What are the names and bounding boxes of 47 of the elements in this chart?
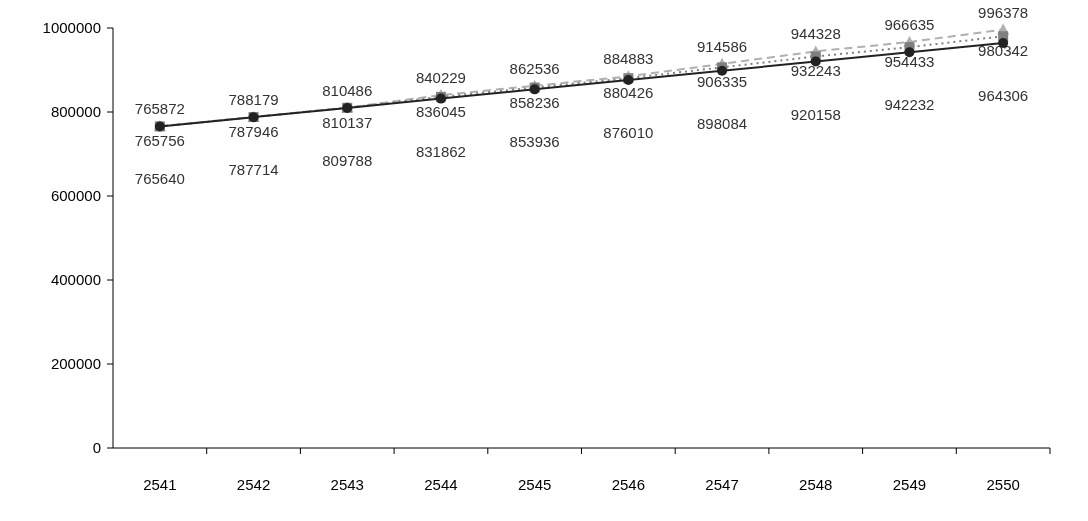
data-label: 862536 <box>509 59 560 77</box>
x-tick-label: 2545 <box>517 476 552 493</box>
x-tick-label: 2543 <box>330 476 364 493</box>
point <box>810 56 821 67</box>
data-label: 932243 <box>790 62 841 80</box>
data-label: 810486 <box>322 81 373 99</box>
y-tick-label: 800000 <box>50 103 101 121</box>
data-label: 980342 <box>978 42 1029 60</box>
data-label: 876010 <box>603 124 654 142</box>
data-label: 914586 <box>697 37 748 55</box>
data-label: 966635 <box>884 16 935 34</box>
data-label: 880426 <box>603 84 654 102</box>
x-tick-label: 2541 <box>143 476 177 493</box>
y-tick-label: 600000 <box>50 187 101 205</box>
data-label: 787714 <box>228 161 279 179</box>
data-label: 853936 <box>509 133 560 151</box>
data-label: 765756 <box>134 132 185 150</box>
x-tick-label: 2544 <box>424 476 458 493</box>
y-tick-label: 1000000 <box>42 19 101 37</box>
data-label: 944328 <box>790 25 841 43</box>
data-label: 858236 <box>509 93 560 111</box>
data-label: 765640 <box>134 170 185 188</box>
data-label: 906335 <box>697 73 748 91</box>
y-tick-label: 0 <box>92 439 101 457</box>
point <box>904 47 915 58</box>
data-label: 787946 <box>228 123 279 141</box>
y-tick-label: 400000 <box>50 271 101 289</box>
y-tick-label: 200000 <box>50 355 101 373</box>
data-label: 788179 <box>228 90 279 108</box>
data-label: 954433 <box>884 53 935 71</box>
x-tick-label: 2548 <box>799 476 833 493</box>
data-label: 942232 <box>884 96 935 114</box>
data-label: 831862 <box>415 142 466 160</box>
data-label: 765872 <box>134 100 185 118</box>
data-label: 964306 <box>978 86 1029 104</box>
data-label: 836045 <box>415 102 466 120</box>
x-tick-label: 2549 <box>892 476 927 493</box>
data-label: 898084 <box>697 114 748 132</box>
data-label: 809788 <box>322 151 373 169</box>
x-tick-label: 2542 <box>236 476 271 493</box>
data-label: 920158 <box>790 105 841 123</box>
x-tick-label: 2547 <box>705 476 739 493</box>
data-label: 884883 <box>603 50 654 68</box>
data-label: 840229 <box>415 69 466 87</box>
data-label: 810137 <box>322 113 373 131</box>
x-tick-label: 2546 <box>611 476 646 493</box>
x-tick-label: 2550 <box>986 476 1020 493</box>
